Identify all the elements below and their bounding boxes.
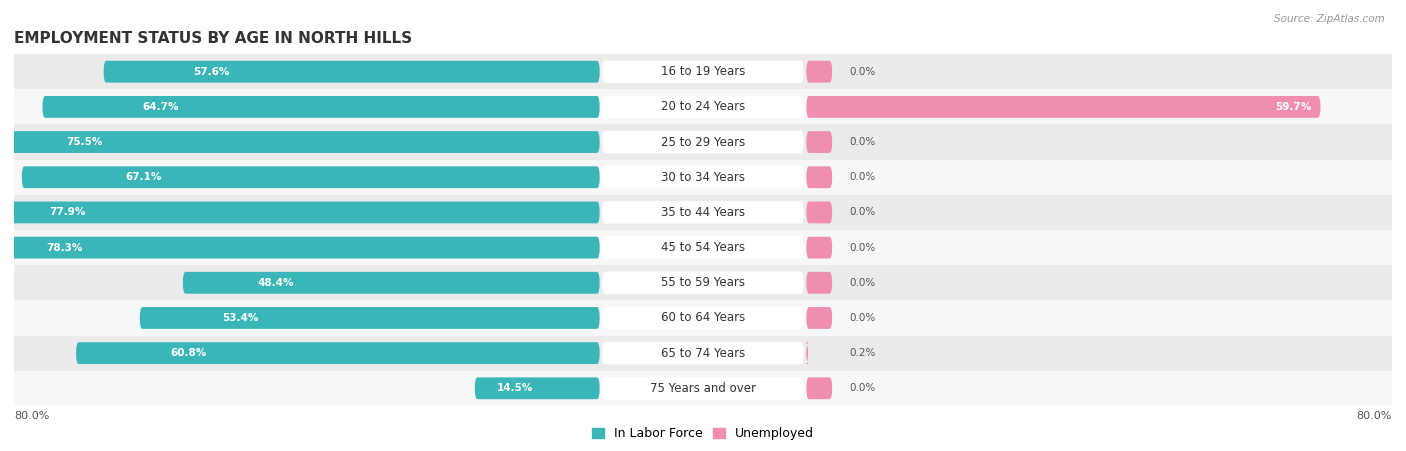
FancyBboxPatch shape bbox=[183, 272, 599, 294]
Text: 30 to 34 Years: 30 to 34 Years bbox=[661, 171, 745, 184]
FancyBboxPatch shape bbox=[0, 131, 599, 153]
FancyBboxPatch shape bbox=[807, 272, 832, 294]
Bar bbox=[14, 124, 1392, 160]
FancyBboxPatch shape bbox=[807, 202, 832, 223]
FancyBboxPatch shape bbox=[807, 61, 832, 83]
Text: 0.0%: 0.0% bbox=[849, 137, 876, 147]
FancyBboxPatch shape bbox=[475, 377, 599, 399]
Text: 14.5%: 14.5% bbox=[498, 383, 534, 393]
FancyBboxPatch shape bbox=[602, 166, 804, 189]
Text: 55 to 59 Years: 55 to 59 Years bbox=[661, 276, 745, 289]
Text: 65 to 74 Years: 65 to 74 Years bbox=[661, 347, 745, 359]
FancyBboxPatch shape bbox=[602, 131, 804, 153]
Text: 80.0%: 80.0% bbox=[1357, 411, 1392, 421]
FancyBboxPatch shape bbox=[76, 342, 599, 364]
Text: 78.3%: 78.3% bbox=[46, 243, 83, 253]
FancyBboxPatch shape bbox=[602, 272, 804, 294]
Text: 20 to 24 Years: 20 to 24 Years bbox=[661, 101, 745, 113]
FancyBboxPatch shape bbox=[602, 342, 804, 364]
Text: 57.6%: 57.6% bbox=[193, 67, 229, 77]
Text: 0.0%: 0.0% bbox=[849, 172, 876, 182]
Bar bbox=[14, 54, 1392, 89]
Text: 0.0%: 0.0% bbox=[849, 207, 876, 217]
Text: 77.9%: 77.9% bbox=[49, 207, 86, 217]
Text: 16 to 19 Years: 16 to 19 Years bbox=[661, 65, 745, 78]
Text: 60 to 64 Years: 60 to 64 Years bbox=[661, 312, 745, 324]
Text: 0.0%: 0.0% bbox=[849, 278, 876, 288]
FancyBboxPatch shape bbox=[807, 96, 1320, 118]
FancyBboxPatch shape bbox=[602, 201, 804, 224]
Text: 60.8%: 60.8% bbox=[170, 348, 207, 358]
Bar bbox=[14, 300, 1392, 336]
Bar bbox=[14, 160, 1392, 195]
FancyBboxPatch shape bbox=[602, 96, 804, 118]
Text: 75 Years and over: 75 Years and over bbox=[650, 382, 756, 395]
Text: 0.0%: 0.0% bbox=[849, 383, 876, 393]
Text: 35 to 44 Years: 35 to 44 Years bbox=[661, 206, 745, 219]
FancyBboxPatch shape bbox=[807, 307, 832, 329]
Text: 45 to 54 Years: 45 to 54 Years bbox=[661, 241, 745, 254]
Bar bbox=[14, 371, 1392, 406]
FancyBboxPatch shape bbox=[0, 202, 599, 223]
FancyBboxPatch shape bbox=[602, 236, 804, 259]
Text: 0.2%: 0.2% bbox=[849, 348, 876, 358]
FancyBboxPatch shape bbox=[104, 61, 600, 83]
FancyBboxPatch shape bbox=[807, 131, 832, 153]
Text: 53.4%: 53.4% bbox=[222, 313, 259, 323]
Text: 75.5%: 75.5% bbox=[66, 137, 103, 147]
Bar bbox=[14, 195, 1392, 230]
FancyBboxPatch shape bbox=[602, 307, 804, 329]
Text: 67.1%: 67.1% bbox=[125, 172, 162, 182]
Bar bbox=[14, 265, 1392, 300]
FancyBboxPatch shape bbox=[807, 237, 832, 258]
Text: 64.7%: 64.7% bbox=[143, 102, 180, 112]
Text: Source: ZipAtlas.com: Source: ZipAtlas.com bbox=[1274, 14, 1385, 23]
Legend: In Labor Force, Unemployed: In Labor Force, Unemployed bbox=[586, 423, 820, 446]
Text: 0.0%: 0.0% bbox=[849, 313, 876, 323]
Text: 0.0%: 0.0% bbox=[849, 243, 876, 253]
FancyBboxPatch shape bbox=[807, 377, 832, 399]
Bar bbox=[14, 336, 1392, 371]
Text: 80.0%: 80.0% bbox=[14, 411, 49, 421]
FancyBboxPatch shape bbox=[602, 377, 804, 400]
FancyBboxPatch shape bbox=[22, 166, 599, 188]
Bar bbox=[14, 89, 1392, 124]
FancyBboxPatch shape bbox=[806, 342, 808, 364]
Text: EMPLOYMENT STATUS BY AGE IN NORTH HILLS: EMPLOYMENT STATUS BY AGE IN NORTH HILLS bbox=[14, 31, 412, 46]
Text: 0.0%: 0.0% bbox=[849, 67, 876, 77]
Text: 59.7%: 59.7% bbox=[1275, 102, 1312, 112]
FancyBboxPatch shape bbox=[602, 60, 804, 83]
Bar bbox=[14, 230, 1392, 265]
Text: 25 to 29 Years: 25 to 29 Years bbox=[661, 136, 745, 148]
FancyBboxPatch shape bbox=[807, 166, 832, 188]
FancyBboxPatch shape bbox=[139, 307, 599, 329]
FancyBboxPatch shape bbox=[0, 237, 599, 258]
FancyBboxPatch shape bbox=[42, 96, 599, 118]
Text: 48.4%: 48.4% bbox=[257, 278, 294, 288]
